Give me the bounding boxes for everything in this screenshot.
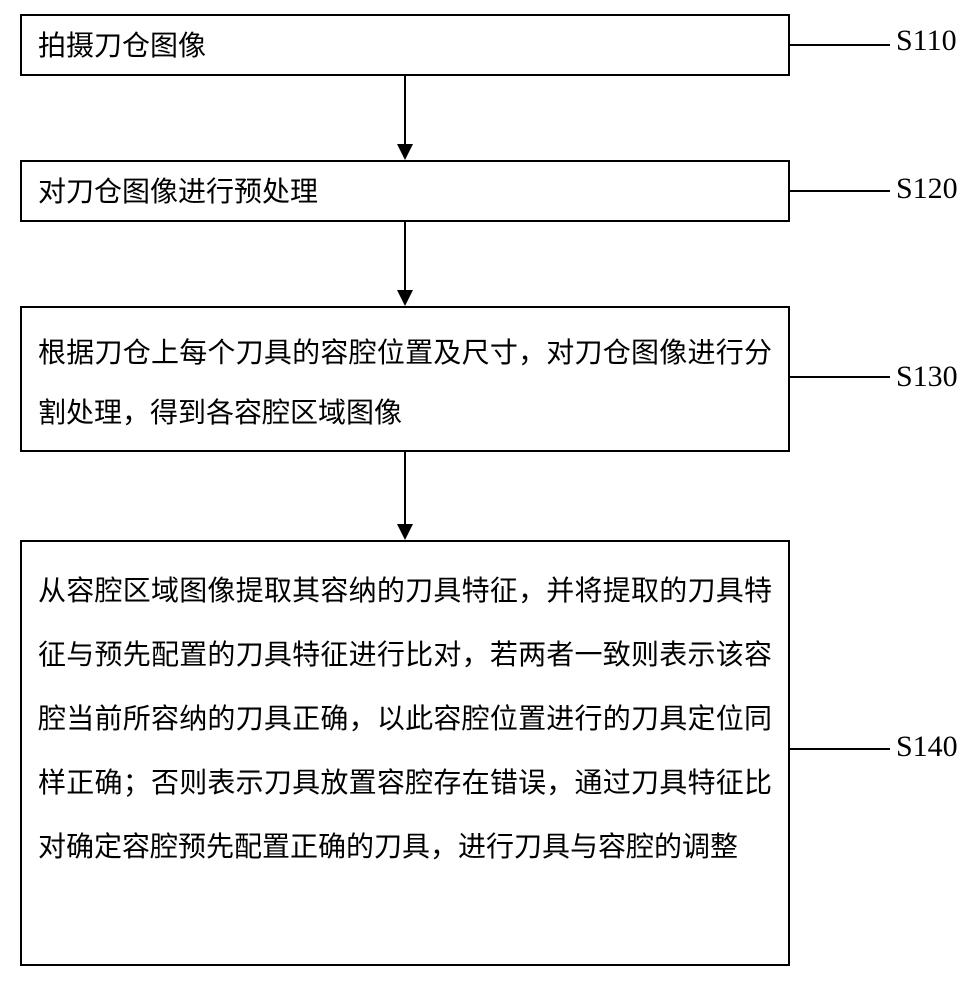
arrow-head-2 [397, 290, 413, 306]
flowchart-canvas: 拍摄刀仓图像 S110 对刀仓图像进行预处理 S120 根据刀仓上每个刀具的容腔… [0, 0, 978, 1000]
step-label-s140: S140 [896, 730, 958, 764]
arrow-head-3 [397, 524, 413, 540]
arrow-head-1 [397, 144, 413, 160]
step-box-s130: 根据刀仓上每个刀具的容腔位置及尺寸，对刀仓图像进行分割处理，得到各容腔区域图像 [20, 306, 790, 452]
arrow-line-2 [404, 222, 406, 290]
step-label-s120: S120 [896, 172, 958, 206]
step-text: 对刀仓图像进行预处理 [38, 176, 772, 210]
label-connector-s110 [790, 44, 890, 46]
step-box-s110: 拍摄刀仓图像 [20, 14, 790, 76]
label-connector-s120 [790, 190, 890, 192]
step-box-s120: 对刀仓图像进行预处理 [20, 160, 790, 222]
arrow-line-3 [404, 452, 406, 524]
step-box-s140: 从容腔区域图像提取其容纳的刀具特征，并将提取的刀具特征与预先配置的刀具特征进行比… [20, 540, 790, 966]
step-label-s110: S110 [896, 24, 957, 58]
label-connector-s130 [790, 376, 890, 378]
step-text: 从容腔区域图像提取其容纳的刀具特征，并将提取的刀具特征与预先配置的刀具特征进行比… [38, 560, 772, 880]
label-connector-s140 [790, 748, 890, 750]
arrow-line-1 [404, 76, 406, 144]
step-text: 拍摄刀仓图像 [38, 30, 772, 64]
step-label-s130: S130 [896, 360, 958, 394]
step-text: 根据刀仓上每个刀具的容腔位置及尺寸，对刀仓图像进行分割处理，得到各容腔区域图像 [38, 324, 772, 444]
